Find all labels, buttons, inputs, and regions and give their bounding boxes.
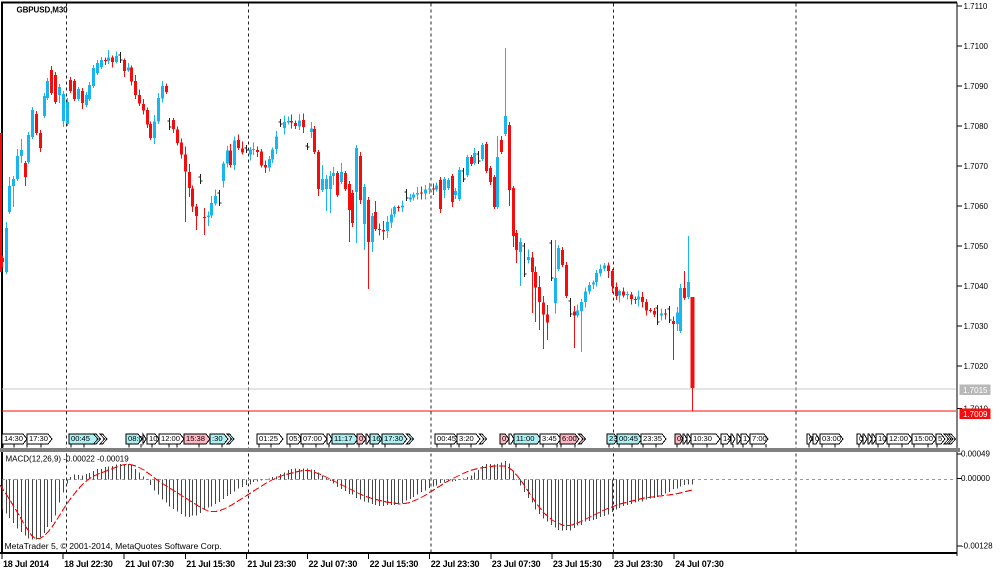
svg-text:MetaTrader 5, © 2001-2014, Met: MetaTrader 5, © 2001-2014, MetaQuotes So… [5,541,222,551]
svg-text:1.7100: 1.7100 [964,42,989,51]
svg-text:1.7050: 1.7050 [964,242,989,251]
svg-text:MACD(12,26,9) -0.00022 -0.0001: MACD(12,26,9) -0.00022 -0.00019 [6,455,130,464]
svg-text:23: 23 [609,434,617,443]
svg-text:1.7080: 1.7080 [964,122,989,131]
svg-text:00:45: 00:45 [437,434,456,443]
svg-text:0: 0 [502,434,506,443]
svg-text:1.7070: 1.7070 [964,162,989,171]
svg-text:-0.00128: -0.00128 [961,542,993,551]
svg-text:0: 0 [359,434,363,443]
svg-text:08:0: 08:0 [128,434,143,443]
svg-text:21 Jul 07:30: 21 Jul 07:30 [125,559,174,569]
svg-text:00:45: 00:45 [619,434,638,443]
svg-text:1.7009: 1.7009 [963,410,988,419]
svg-text:GBPUSD,M30: GBPUSD,M30 [17,6,69,15]
svg-text:18 Jul 22:30: 18 Jul 22:30 [64,559,113,569]
svg-text:22 Jul 15:30: 22 Jul 15:30 [370,559,419,569]
svg-text:00:45: 00:45 [71,434,90,443]
svg-text:5: 5 [938,434,942,443]
svg-text:07:00: 07:00 [303,434,322,443]
svg-text:1.7020: 1.7020 [964,362,989,371]
svg-text::30: :30 [212,434,223,443]
svg-text:16: 16 [372,434,380,443]
svg-text:10: 10 [149,434,157,443]
svg-text:1: 1 [743,434,747,443]
svg-text:1.7090: 1.7090 [964,82,989,91]
svg-text:6:00: 6:00 [562,434,577,443]
svg-text:3:20: 3:20 [459,434,474,443]
svg-text:03:00: 03:00 [822,434,841,443]
svg-text:22 Jul 23:30: 22 Jul 23:30 [431,559,480,569]
svg-text:15:38: 15:38 [186,434,205,443]
svg-text:0: 0 [859,434,863,443]
svg-text:1.7110: 1.7110 [964,2,988,11]
svg-text:01:25: 01:25 [259,434,278,443]
svg-text:1.7060: 1.7060 [964,202,989,211]
svg-text:14: 14 [723,434,731,443]
svg-text:0: 0 [809,434,813,443]
svg-text:10:30: 10:30 [693,434,712,443]
svg-text:12:00: 12:00 [161,434,180,443]
svg-text:0.00049: 0.00049 [961,450,990,459]
svg-text:1.7030: 1.7030 [964,322,989,331]
svg-text:3:45: 3:45 [542,434,557,443]
svg-text:22 Jul 07:30: 22 Jul 07:30 [309,559,358,569]
svg-text:10: 10 [878,434,886,443]
svg-text:23:35: 23:35 [643,434,662,443]
svg-text:12:00: 12:00 [889,434,908,443]
svg-text:04: 04 [677,434,685,443]
svg-text:15:00: 15:00 [914,434,933,443]
svg-text:17:30: 17:30 [384,434,403,443]
svg-text:14:30: 14:30 [4,434,23,443]
svg-text:17:30: 17:30 [29,434,48,443]
svg-text:23 Jul 07:30: 23 Jul 07:30 [492,559,541,569]
svg-text:7:00: 7:00 [752,434,767,443]
svg-text:23 Jul 15:30: 23 Jul 15:30 [553,559,602,569]
svg-text:24 Jul 07:30: 24 Jul 07:30 [675,559,724,569]
svg-text:21 Jul 15:30: 21 Jul 15:30 [186,559,235,569]
svg-text:18 Jul 2014: 18 Jul 2014 [3,559,49,569]
svg-text:21 Jul 23:30: 21 Jul 23:30 [247,559,296,569]
svg-text:1.7015: 1.7015 [963,386,988,395]
svg-text:1.7040: 1.7040 [964,282,989,291]
svg-text:0.00000: 0.00000 [961,474,990,483]
svg-text:11:17: 11:17 [334,434,352,443]
svg-text:0: 0 [815,434,819,443]
svg-text:11:00: 11:00 [516,434,534,443]
svg-text:23 Jul 23:30: 23 Jul 23:30 [614,559,663,569]
svg-text:05:0: 05:0 [289,434,304,443]
